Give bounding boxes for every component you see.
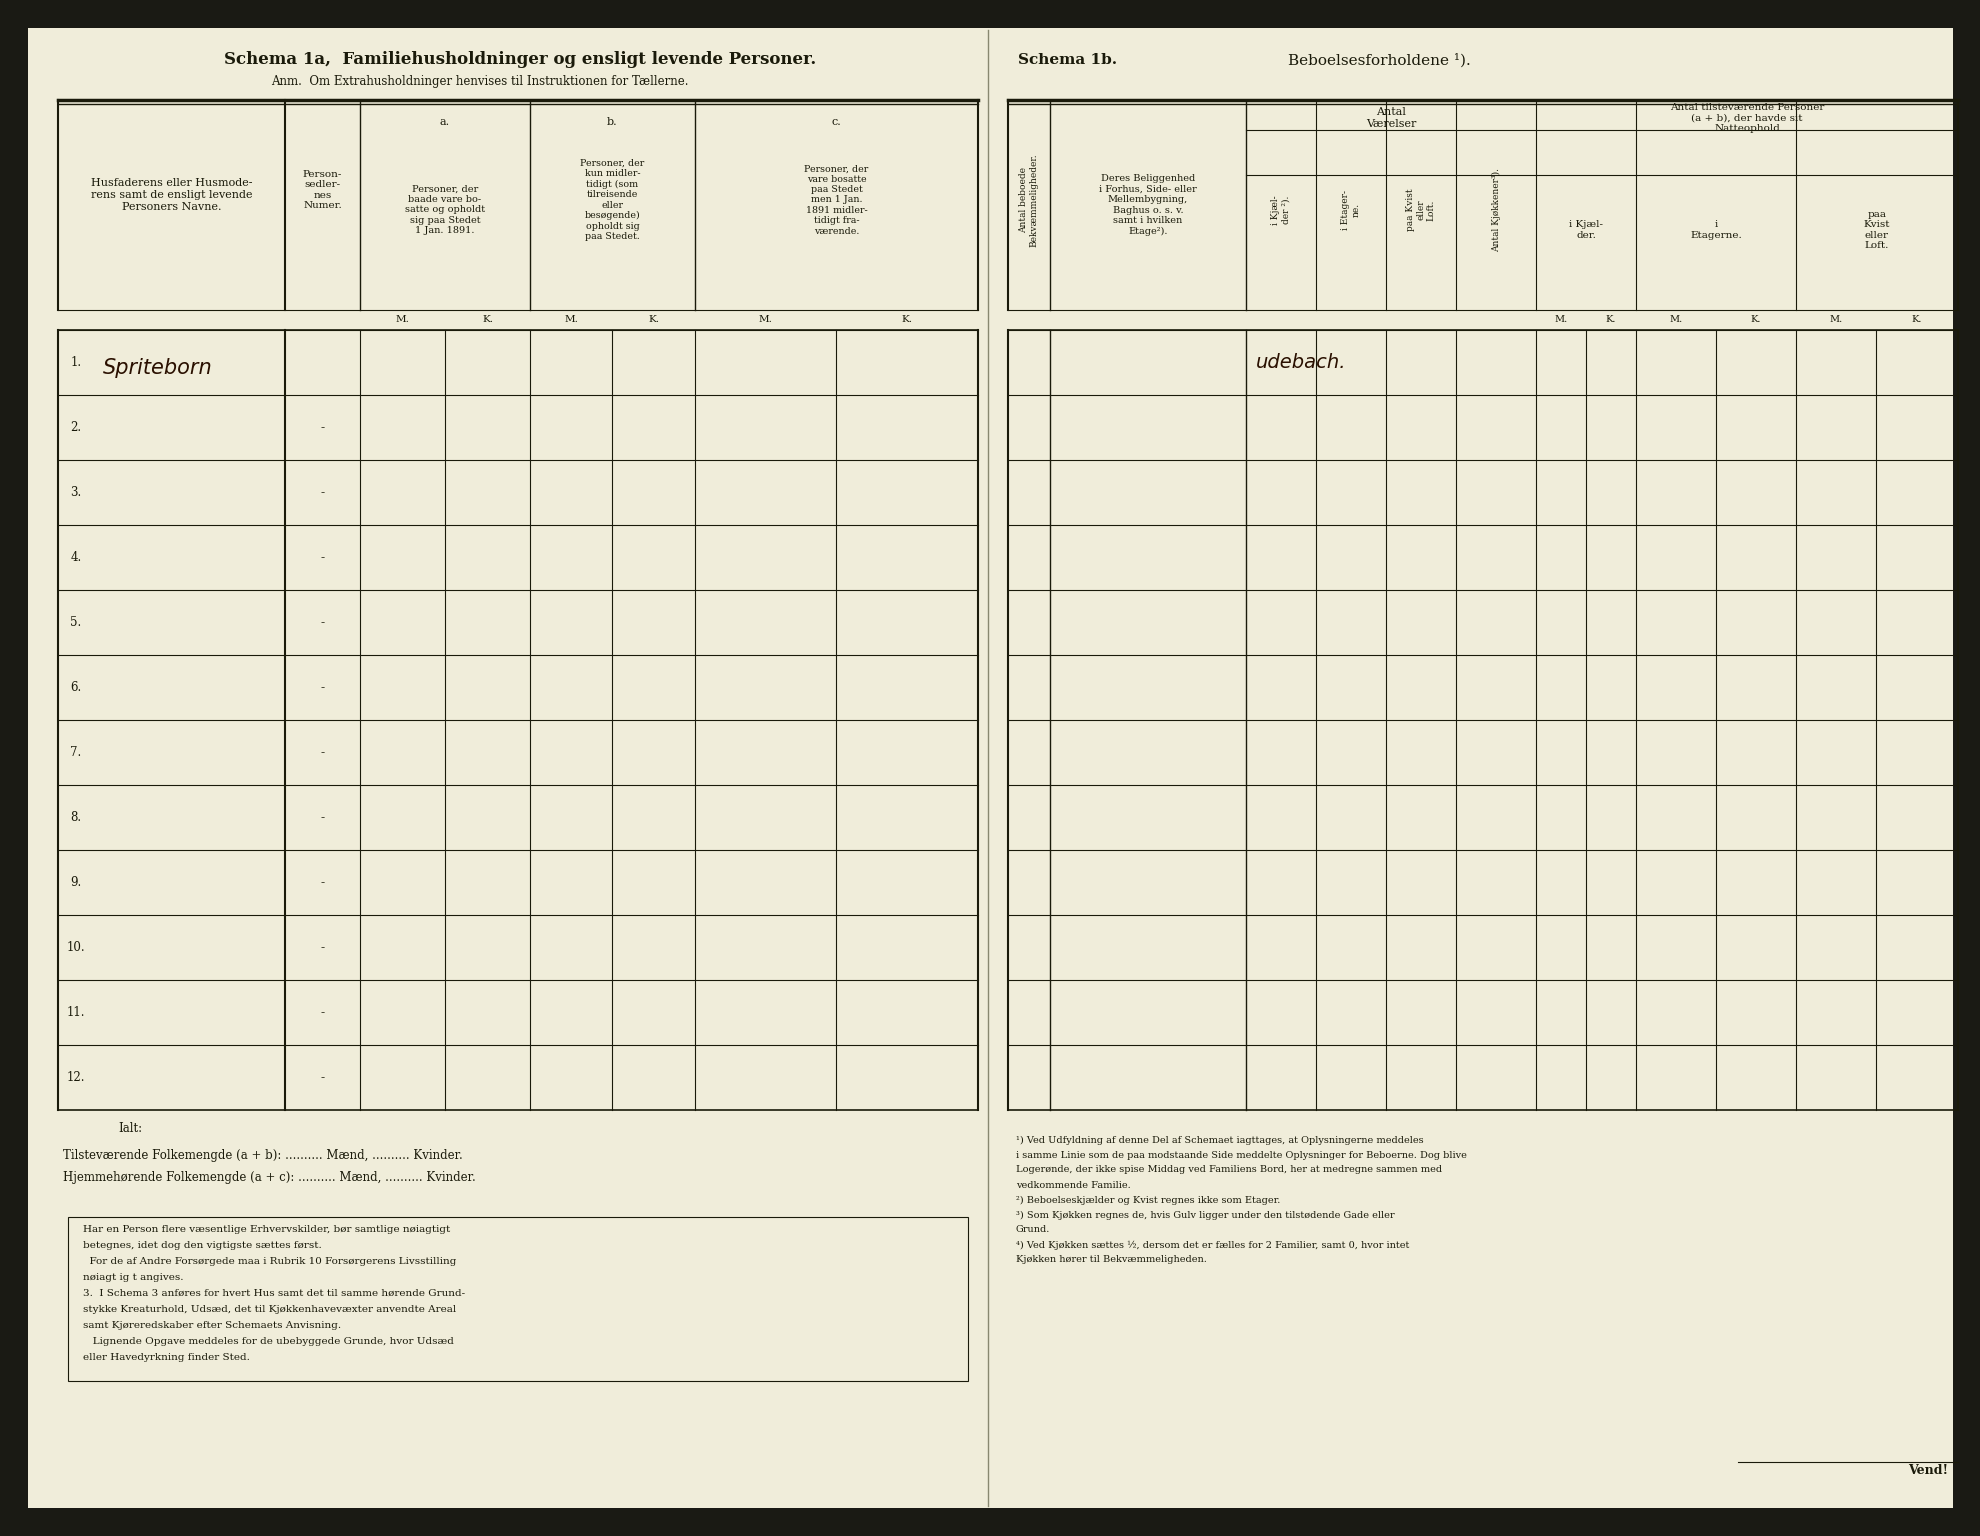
Text: Person-
sedler-
nes
Numer.: Person- sedler- nes Numer. xyxy=(303,170,343,210)
Text: 3.: 3. xyxy=(71,485,81,499)
Text: Tilsteværende Folkemengde (a + b): .......... Mænd, .......... Kvinder.: Tilsteværende Folkemengde (a + b): .....… xyxy=(63,1149,463,1161)
Text: -: - xyxy=(321,811,325,823)
Text: Logerønde, der ikke spise Middag ved Familiens Bord, her at medregne sammen med: Logerønde, der ikke spise Middag ved Fam… xyxy=(1016,1166,1441,1175)
Text: 9.: 9. xyxy=(71,876,81,889)
Text: i Kjæl-
der ²).: i Kjæl- der ²). xyxy=(1271,195,1291,224)
Text: Antal
Værelser: Antal Værelser xyxy=(1364,108,1416,129)
Text: Antal Kjøkkener³).: Antal Kjøkkener³). xyxy=(1491,167,1499,252)
Text: a.: a. xyxy=(440,117,449,127)
Text: 2.: 2. xyxy=(71,421,81,435)
Text: M.: M. xyxy=(1554,315,1566,324)
Text: betegnes, idet dog den vigtigste sættes først.: betegnes, idet dog den vigtigste sættes … xyxy=(83,1241,321,1249)
Text: M.: M. xyxy=(396,315,410,324)
Text: Deres Beliggenhed
i Forhus, Side- eller
Mellembygning,
Baghus o. s. v.
samt i hv: Deres Beliggenhed i Forhus, Side- eller … xyxy=(1099,175,1196,235)
Text: vedkommende Familie.: vedkommende Familie. xyxy=(1016,1181,1131,1189)
Text: Personer, der
vare bosatte
paa Stedet
men 1 Jan.
1891 midler-
tidigt fra-
værend: Personer, der vare bosatte paa Stedet me… xyxy=(804,164,867,235)
Text: Antal tilsteværende Personer
(a + b), der havde sit
Natteophold: Antal tilsteværende Personer (a + b), de… xyxy=(1669,103,1824,134)
Text: -: - xyxy=(321,746,325,759)
Text: Schema 1b.: Schema 1b. xyxy=(1018,54,1117,68)
Text: K.: K. xyxy=(1911,315,1921,324)
Text: Grund.: Grund. xyxy=(1016,1226,1049,1235)
Text: 8.: 8. xyxy=(71,811,81,823)
Text: samt Kjøreredskaber efter Schemaets Anvisning.: samt Kjøreredskaber efter Schemaets Anvi… xyxy=(83,1321,341,1330)
Text: M.: M. xyxy=(758,315,772,324)
Text: Anm.  Om Extrahusholdninger henvises til Instruktionen for Tællerne.: Anm. Om Extrahusholdninger henvises til … xyxy=(271,75,689,89)
Text: ³) Som Kjøkken regnes de, hvis Gulv ligger under den tilstødende Gade eller: ³) Som Kjøkken regnes de, hvis Gulv ligg… xyxy=(1016,1210,1394,1220)
Text: Antal beboede
Bekvæmmeligheder.: Antal beboede Bekvæmmeligheder. xyxy=(1020,154,1038,247)
Text: b.: b. xyxy=(608,117,618,127)
Text: Vend!: Vend! xyxy=(1907,1464,1946,1476)
Text: stykke Kreaturhold, Udsæd, det til Kjøkkenhavevæxter anvendte Areal: stykke Kreaturhold, Udsæd, det til Kjøkk… xyxy=(83,1304,455,1313)
Text: 1.: 1. xyxy=(71,356,81,369)
Text: Beboelsesforholdene ¹).: Beboelsesforholdene ¹). xyxy=(1287,52,1469,68)
Text: i samme Linie som de paa modstaande Side meddelte Oplysninger for Beboerne. Dog : i samme Linie som de paa modstaande Side… xyxy=(1016,1150,1465,1160)
Text: -: - xyxy=(321,1006,325,1018)
Text: eller Havedyrkning finder Sted.: eller Havedyrkning finder Sted. xyxy=(83,1353,249,1361)
Text: -: - xyxy=(321,1071,325,1084)
Text: 11.: 11. xyxy=(67,1006,85,1018)
Text: Personer, der
baade vare bo-
satte og opholdt
sig paa Stedet
1 Jan. 1891.: Personer, der baade vare bo- satte og op… xyxy=(404,184,485,235)
Text: ²) Beboelseskjælder og Kvist regnes ikke som Etager.: ²) Beboelseskjælder og Kvist regnes ikke… xyxy=(1016,1195,1279,1204)
Text: 4.: 4. xyxy=(71,551,81,564)
Text: ⁴) Ved Kjøkken sættes ½, dersom det er fælles for 2 Familier, samt 0, hvor intet: ⁴) Ved Kjøkken sættes ½, dersom det er f… xyxy=(1016,1241,1408,1250)
Text: i Etager-
ne.: i Etager- ne. xyxy=(1340,190,1360,230)
Text: paa Kvist
eller
Loft.: paa Kvist eller Loft. xyxy=(1406,189,1436,232)
Text: K.: K. xyxy=(481,315,493,324)
Text: M.: M. xyxy=(1828,315,1841,324)
Text: K.: K. xyxy=(901,315,913,324)
Text: K.: K. xyxy=(647,315,659,324)
Text: Kjøkken hører til Bekvæmmeligheden.: Kjøkken hører til Bekvæmmeligheden. xyxy=(1016,1255,1206,1264)
Text: 3.  I Schema 3 anføres for hvert Hus samt det til samme hørende Grund-: 3. I Schema 3 anføres for hvert Hus samt… xyxy=(83,1289,465,1298)
Text: K.: K. xyxy=(1606,315,1616,324)
Text: i Kjæl-
der.: i Kjæl- der. xyxy=(1568,220,1602,240)
Text: 5.: 5. xyxy=(71,616,81,630)
Text: -: - xyxy=(321,616,325,630)
Text: -: - xyxy=(321,421,325,435)
Text: Schema 1a,  Familiehusholdninger og ensligt levende Personer.: Schema 1a, Familiehusholdninger og ensli… xyxy=(224,52,816,69)
Text: -: - xyxy=(321,680,325,694)
Text: udebach.: udebach. xyxy=(1255,353,1346,372)
Text: c.: c. xyxy=(832,117,842,127)
Text: Personer, der
kun midler-
tidigt (som
tilreisende
eller
besøgende)
opholdt sig
p: Personer, der kun midler- tidigt (som ti… xyxy=(580,158,644,241)
Text: Lignende Opgave meddeles for de ubebyggede Grunde, hvor Udsæd: Lignende Opgave meddeles for de ubebygge… xyxy=(83,1336,453,1346)
Text: Hjemmehørende Folkemengde (a + c): .......... Mænd, .......... Kvinder.: Hjemmehørende Folkemengde (a + c): .....… xyxy=(63,1170,475,1184)
Text: 12.: 12. xyxy=(67,1071,85,1084)
Text: 6.: 6. xyxy=(71,680,81,694)
Text: nøiagt ig t angives.: nøiagt ig t angives. xyxy=(83,1272,184,1281)
Text: M.: M. xyxy=(564,315,578,324)
Text: -: - xyxy=(321,876,325,889)
Text: ¹) Ved Udfyldning af denne Del af Schemaet iagttages, at Oplysningerne meddeles: ¹) Ved Udfyldning af denne Del af Schema… xyxy=(1016,1135,1424,1144)
Text: Husfaderens eller Husmode-
rens samt de ensligt levende
Personers Navne.: Husfaderens eller Husmode- rens samt de … xyxy=(91,178,251,212)
Text: -: - xyxy=(321,942,325,954)
Text: 10.: 10. xyxy=(67,942,85,954)
Text: i
Etagerne.: i Etagerne. xyxy=(1689,220,1740,240)
Text: Har en Person flere væsentlige Erhvervskilder, bør samtlige nøiagtigt: Har en Person flere væsentlige Erhvervsk… xyxy=(83,1224,449,1233)
Bar xyxy=(67,1217,968,1381)
Text: M.: M. xyxy=(1669,315,1681,324)
Text: -: - xyxy=(321,551,325,564)
Text: -: - xyxy=(321,485,325,499)
Text: For de af Andre Forsørgede maa i Rubrik 10 Forsørgerens Livsstilling: For de af Andre Forsørgede maa i Rubrik … xyxy=(83,1256,455,1266)
Text: 7.: 7. xyxy=(71,746,81,759)
Text: paa
Kvist
eller
Loft.: paa Kvist eller Loft. xyxy=(1863,210,1889,250)
Text: Ialt:: Ialt: xyxy=(119,1121,143,1135)
Text: K.: K. xyxy=(1750,315,1760,324)
Text: Spriteborn: Spriteborn xyxy=(103,358,212,378)
